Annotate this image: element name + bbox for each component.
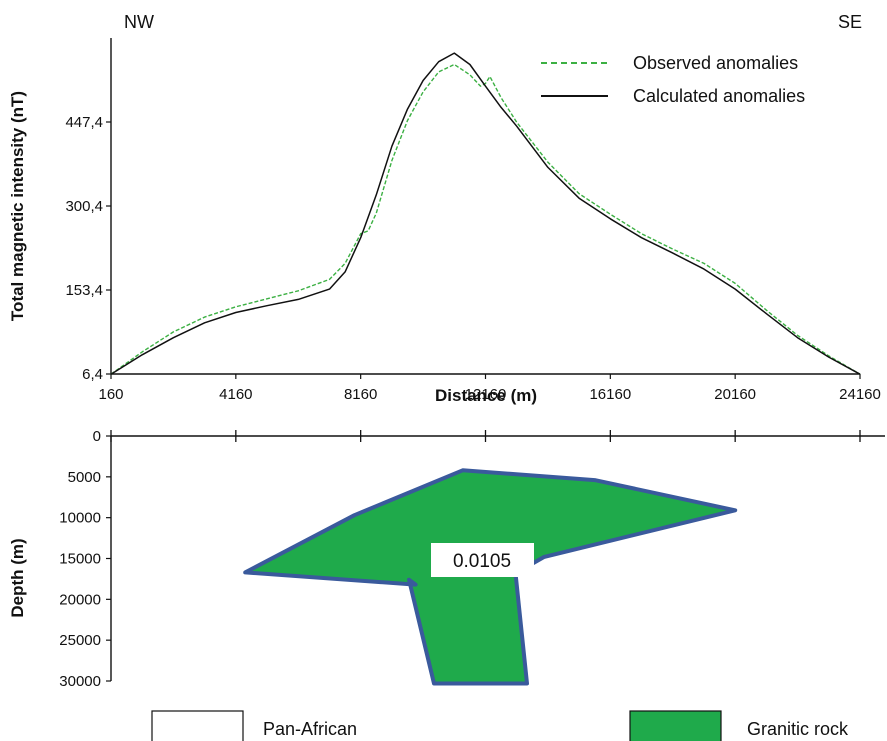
profile-ticks: 160 4160 8160 12160 16160 20160 24160 6,4 153,4 3… [65, 114, 880, 403]
susceptibility-label: 0.0105 [453, 551, 511, 572]
y-tick-label: 6,4 [82, 366, 103, 383]
se-label: SE [838, 12, 862, 32]
depth-y-tick-label: 25000 [59, 632, 101, 649]
y-tick-label: 153,4 [65, 282, 103, 299]
profile-series [110, 52, 861, 375]
calculated-anomalies-line [110, 52, 861, 375]
legend-swatch-pan-african [151, 710, 244, 741]
legend-label-calculated: Calculated anomalies [633, 86, 805, 106]
y-tick-label: 300,4 [65, 198, 103, 215]
depth-y-tick-label: 20000 [59, 591, 101, 608]
depth-axis-title: Depth (m) [8, 538, 27, 617]
x-axis-title: Distance (m) [435, 386, 537, 405]
nw-label: NW [124, 12, 154, 32]
x-tick-label: 160 [98, 386, 123, 403]
legend-label-pan-african: Pan-African [263, 719, 357, 739]
anomaly-profile-chart: 160 4160 8160 12160 16160 20160 24160 6,4 153,4 3… [8, 38, 881, 405]
depth-y-tick-label: 10000 [59, 510, 101, 527]
legend-swatch-granitic-rock [629, 710, 722, 741]
y-axis-title: Total magnetic intensity (nT) [8, 91, 27, 321]
profile-legend: Observed anomalies Calculated anomalies [541, 53, 805, 106]
x-tick-label: 12160 [465, 386, 507, 403]
depth-y-tick-label: 5000 [68, 469, 101, 486]
legend-label-observed: Observed anomalies [633, 53, 798, 73]
x-tick-label: 4160 [219, 386, 252, 403]
observed-anomalies-line [110, 63, 861, 375]
legend-label-granitic-rock: Granitic rock [747, 719, 849, 739]
depth-model-chart: 0 5000 10000 15000 20000 25000 30000 0.0105 De… [8, 428, 885, 690]
depth-ticks: 0 5000 10000 15000 20000 25000 30000 [59, 428, 861, 690]
depth-y-tick-label: 30000 [59, 673, 101, 690]
x-tick-label: 8160 [344, 386, 377, 403]
depth-y-tick-label: 0 [93, 428, 101, 445]
susceptibility-label-box [431, 543, 534, 577]
x-tick-label: 20160 [714, 386, 756, 403]
y-tick-label: 447,4 [65, 114, 103, 131]
x-tick-label: 16160 [589, 386, 631, 403]
x-tick-label: 24160 [839, 386, 881, 403]
rock-legend: Pan-African Granitic rock [151, 710, 849, 741]
depth-y-tick-label: 15000 [59, 551, 101, 568]
